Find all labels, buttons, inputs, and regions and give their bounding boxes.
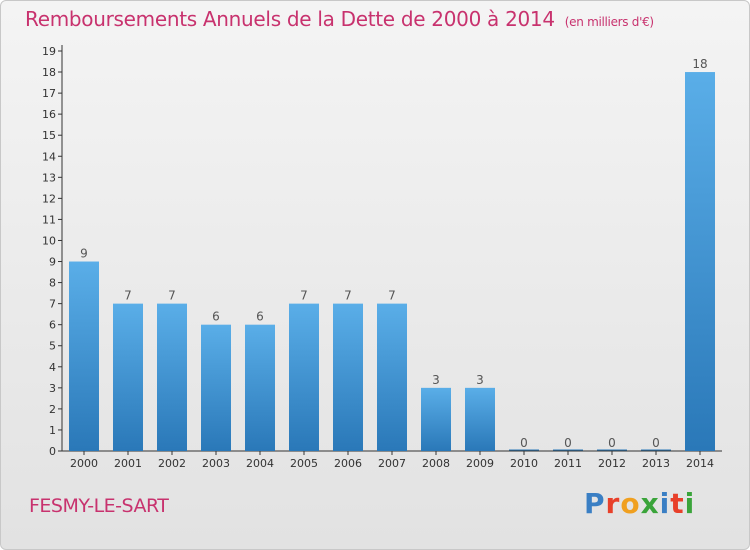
unit-subtitle: (en milliers d'€): [564, 15, 654, 29]
y-tick-label: 4: [49, 361, 56, 374]
x-tick-label: 2012: [598, 457, 626, 470]
y-tick-label: 0: [49, 445, 56, 458]
y-tick-label: 17: [42, 87, 56, 100]
x-tick-label: 2004: [246, 457, 274, 470]
data-label: 7: [168, 289, 176, 303]
x-tick-label: 2008: [422, 457, 450, 470]
logo-letter: r: [605, 487, 621, 520]
bar-2008: [421, 387, 451, 451]
bar-2005: [289, 303, 319, 451]
data-label: 6: [212, 310, 220, 324]
x-tick-label: 2011: [554, 457, 582, 470]
y-tick-label: 16: [42, 108, 56, 121]
y-tick-label: 13: [42, 171, 56, 184]
y-tick-label: 14: [42, 150, 56, 163]
bar-2000: [69, 261, 99, 451]
y-tick-label: 5: [49, 340, 56, 353]
bar-2006: [333, 303, 363, 451]
bar-2009: [465, 387, 495, 451]
y-tick-label: 8: [49, 277, 56, 290]
data-label: 0: [652, 436, 660, 450]
logo-letter: i: [684, 487, 696, 520]
bar-2007: [377, 303, 407, 451]
data-label: 0: [608, 436, 616, 450]
title-text: Remboursements Annuels de la Dette de 20…: [25, 7, 555, 31]
bar-2001: [113, 303, 143, 451]
x-tick-label: 2001: [114, 457, 142, 470]
data-label: 18: [692, 57, 707, 71]
y-tick-label: 9: [49, 256, 56, 269]
y-tick-label: 11: [42, 213, 56, 226]
data-label: 3: [432, 373, 440, 387]
x-tick-label: 2005: [290, 457, 318, 470]
data-label: 0: [564, 436, 572, 450]
x-tick-label: 2002: [158, 457, 186, 470]
y-tick-label: 1: [49, 424, 56, 437]
x-tick-label: 2013: [642, 457, 670, 470]
x-tick-label: 2007: [378, 457, 406, 470]
y-tick-label: 7: [49, 298, 56, 311]
y-tick-label: 2: [49, 403, 56, 416]
proxiti-logo: Proxiti: [584, 487, 695, 520]
logo-letter: x: [640, 487, 660, 520]
data-label: 0: [520, 436, 528, 450]
data-label: 7: [388, 289, 396, 303]
chart-title: Remboursements Annuels de la Dette de 20…: [25, 7, 654, 31]
x-tick-label: 2014: [686, 457, 714, 470]
y-tick-label: 10: [42, 234, 56, 247]
x-tick-label: 2006: [334, 457, 362, 470]
data-label: 7: [300, 289, 308, 303]
logo-letter: t: [670, 487, 685, 520]
y-tick-label: 15: [42, 129, 56, 142]
x-tick-label: 2003: [202, 457, 230, 470]
label-layer: 2000 9 2001 7 2002 7 2003 6 2004 6 2005 7 2006 7 2007 7…: [70, 57, 714, 470]
logo-letter: o: [620, 487, 641, 520]
data-label: 6: [256, 310, 264, 324]
data-label: 7: [124, 289, 132, 303]
x-tick-label: 2010: [510, 457, 538, 470]
bar-2004: [245, 324, 275, 451]
bar-2002: [157, 303, 187, 451]
data-label: 7: [344, 289, 352, 303]
y-tick-label: 19: [42, 45, 56, 58]
y-tick-label: 3: [49, 382, 56, 395]
data-label: 9: [80, 247, 88, 261]
bar-2003: [201, 324, 231, 451]
bar-layer: [69, 72, 715, 451]
commune-name: FESMY-LE-SART: [29, 495, 169, 517]
logo-letter: P: [584, 487, 606, 520]
data-label: 3: [476, 373, 484, 387]
logo-letter: i: [659, 487, 671, 520]
bar-2014: [685, 72, 715, 451]
y-tick-label: 12: [42, 192, 56, 205]
x-tick-label: 2009: [466, 457, 494, 470]
x-tick-label: 2000: [70, 457, 98, 470]
y-tick-label: 6: [49, 319, 56, 332]
y-tick-label: 18: [42, 66, 56, 79]
